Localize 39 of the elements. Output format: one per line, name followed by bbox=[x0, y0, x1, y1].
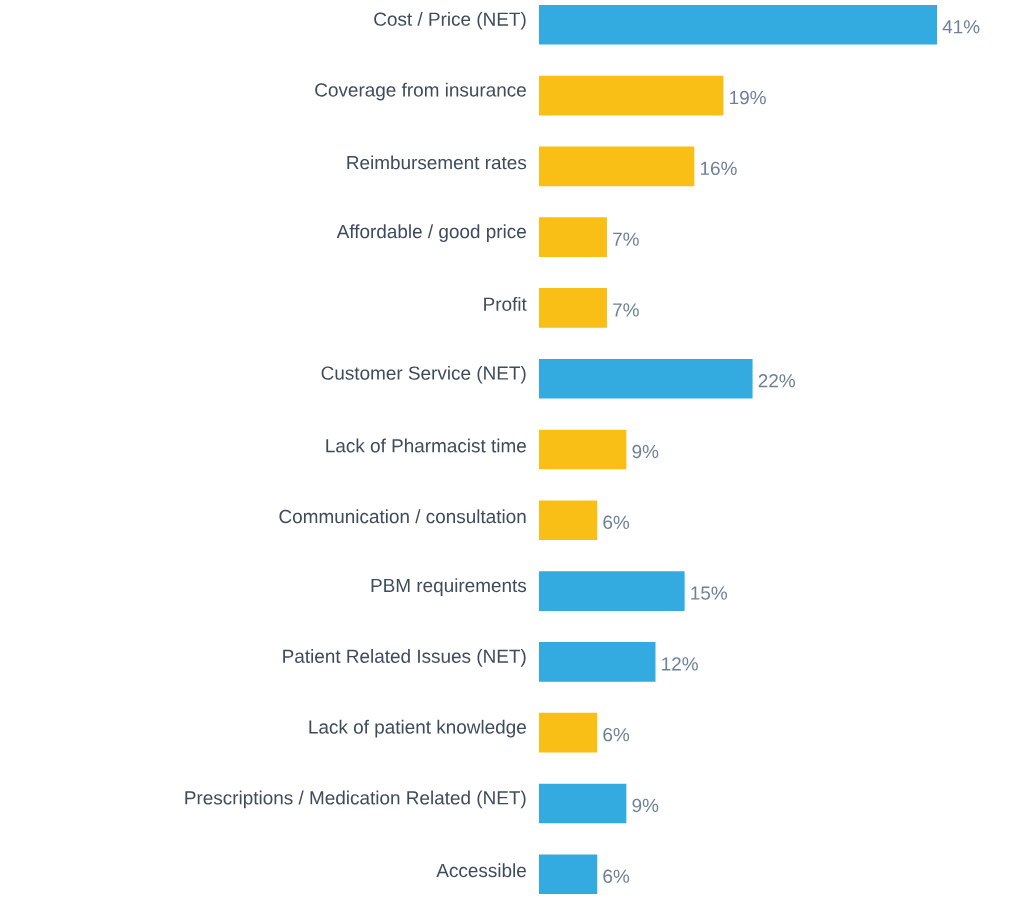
data-label: 7% bbox=[613, 303, 639, 317]
data-label: 41% bbox=[942, 20, 980, 34]
data-label: 9% bbox=[632, 798, 659, 813]
y-tick-label: Lack of Pharmacist time bbox=[326, 438, 526, 453]
bar bbox=[539, 783, 627, 824]
y-tick-label: Coverage from insurance bbox=[315, 82, 526, 101]
data-label: 9% bbox=[632, 444, 659, 459]
bar bbox=[539, 571, 685, 611]
data-label: 22% bbox=[758, 374, 795, 388]
data-label: 6% bbox=[603, 515, 630, 529]
y-tick-label: Accessible bbox=[436, 863, 526, 878]
data-label: 16% bbox=[700, 161, 737, 176]
bar bbox=[539, 500, 598, 541]
data-label: 7% bbox=[613, 232, 639, 246]
data-label: 12% bbox=[662, 657, 698, 671]
bar bbox=[539, 288, 607, 328]
bar bbox=[539, 4, 937, 45]
bar bbox=[539, 854, 598, 895]
bar bbox=[539, 712, 598, 753]
y-tick-label: Cost / Price (NET) bbox=[374, 11, 526, 30]
bar bbox=[539, 217, 607, 257]
y-tick-label: Affordable / good price bbox=[336, 224, 526, 242]
y-tick-label: Reimbursement rates bbox=[347, 155, 527, 170]
y-tick-label: Communication / consultation bbox=[279, 509, 526, 524]
bar bbox=[539, 358, 753, 399]
bar bbox=[539, 642, 656, 682]
y-tick-label: Lack of patient knowledge bbox=[309, 719, 526, 738]
data-label: 15% bbox=[691, 586, 728, 600]
bar bbox=[539, 429, 627, 470]
bar bbox=[539, 146, 695, 187]
data-label: 6% bbox=[603, 869, 630, 883]
y-tick-label: Prescriptions / Medication Related (NET) bbox=[185, 790, 526, 809]
y-tick-label: PBM requirements bbox=[371, 578, 527, 596]
data-label: 19% bbox=[730, 90, 766, 105]
data-label: 6% bbox=[603, 727, 630, 742]
y-tick-label: Profit bbox=[484, 296, 527, 311]
y-tick-label: Patient Related Issues (NET) bbox=[283, 649, 526, 667]
bar bbox=[539, 75, 724, 116]
y-tick-label: Customer Service (NET) bbox=[321, 365, 526, 384]
